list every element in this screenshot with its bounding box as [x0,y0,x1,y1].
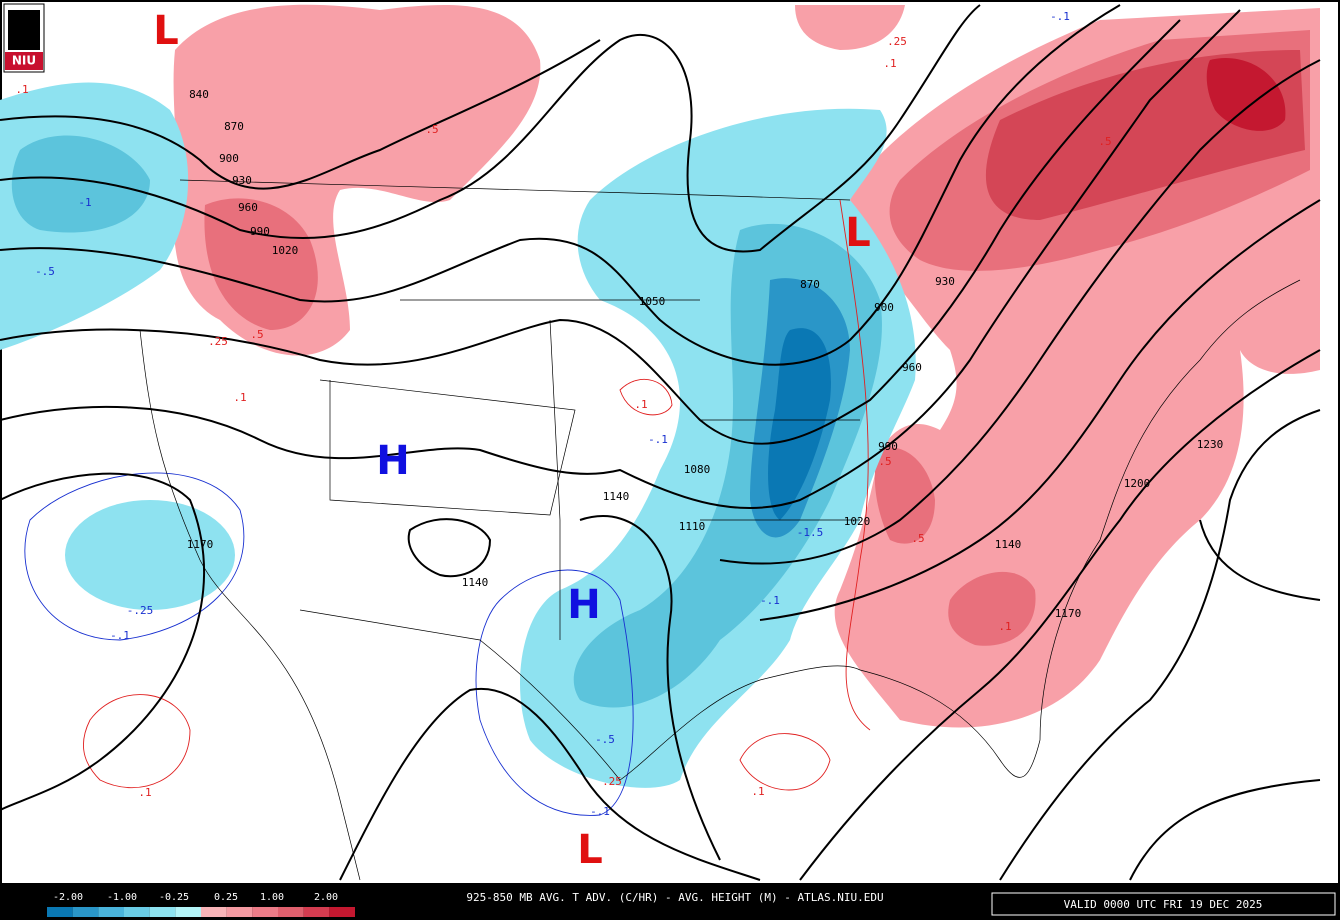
advection-label: .25 [208,335,228,348]
height-label: 960 [902,361,922,374]
pressure-center: H [376,438,409,484]
legend-swatch [226,907,253,917]
pressure-center: L [153,8,179,54]
height-label: 930 [232,174,252,187]
legend-swatch [175,907,201,917]
legend-swatch [201,907,227,917]
height-label: 840 [189,88,209,101]
height-label: 870 [224,120,244,133]
advection-label: .5 [911,532,924,545]
advection-label: .1 [998,620,1011,633]
legend-swatch [149,907,176,917]
legend-swatch [329,907,355,917]
advection-label: .5 [250,328,263,341]
advection-label: -1.5 [797,526,824,539]
advection-label: -.5 [595,733,615,746]
borders [139,179,1301,881]
legend-swatch [278,907,304,917]
height-label: 1020 [272,244,299,257]
legend-swatch [98,907,124,917]
advection-label: .1 [138,786,151,799]
advection-label: -.1 [110,629,130,642]
height-label: 1140 [462,576,489,589]
advection-label: -.5 [35,265,55,278]
advection-label: .1 [15,83,28,96]
valid-time: VALID 0000 UTC FRI 19 DEC 2025 [1064,898,1263,911]
height-label: 990 [250,225,270,238]
pressure-center: L [577,827,603,873]
advection-label: -1 [78,196,91,209]
advection-label: .5 [1098,135,1111,148]
legend: -2.00 -1.00 -0.25 0.25 1.00 2.00 [47,892,355,917]
footer-title: 925-850 MB AVG. T ADV. (C/HR) - AVG. HEI… [466,891,883,904]
advection-label: -.1 [648,433,668,446]
advection-label: -.25 [127,604,154,617]
advection-label: -.1 [1050,10,1070,23]
valid-box [991,892,1336,916]
legend-tick-label: 2.00 [314,892,338,903]
height-label: 1230 [1197,438,1224,451]
advection-label: .25 [602,775,622,788]
advection-label: .5 [425,123,438,136]
height-label: 1200 [1124,477,1151,490]
legend-tick-label: 0.25 [214,892,238,903]
legend-swatch [124,907,150,917]
pressure-center: L [845,210,871,256]
legend-tick-label: -2.00 [53,892,83,903]
height-label: 990 [878,440,898,453]
advection-label: .1 [634,398,647,411]
height-label: 900 [874,301,894,314]
advection-label: -.1 [590,805,610,818]
advection-label: .1 [233,391,246,404]
height-label: 1080 [684,463,711,476]
advection-label: -.1 [760,594,780,607]
advection-label: .1 [883,57,896,70]
height-contours [0,4,1321,881]
legend-swatch [303,907,330,917]
height-label: 1140 [995,538,1022,551]
height-label: 1020 [844,515,871,528]
legend-swatch [47,907,73,917]
height-label: 960 [238,201,258,214]
height-label: 1050 [639,295,666,308]
legend-tick-label: 1.00 [260,892,284,903]
logo: NIU [3,3,45,73]
pressure-center: H [567,582,600,628]
logo-text: NIU [12,54,36,68]
height-label: 1170 [1055,607,1082,620]
height-label: 1110 [679,520,706,533]
height-label: 1170 [187,538,214,551]
legend-tick-label: -1.00 [107,892,137,903]
advection-label: .25 [887,35,907,48]
map-labels: 8408709009309609901020105087090093096099… [15,8,1223,873]
height-label: 930 [935,275,955,288]
legend-tick-label: -0.25 [159,892,189,903]
legend-swatch [252,907,278,917]
advection-label: .1 [751,785,764,798]
height-label: 900 [219,152,239,165]
legend-swatch [72,907,99,917]
advection-label: .5 [878,455,891,468]
height-label: 870 [800,278,820,291]
shading [0,4,1320,788]
height-label: 1140 [603,490,630,503]
